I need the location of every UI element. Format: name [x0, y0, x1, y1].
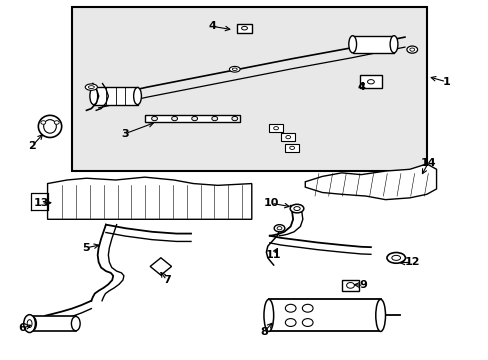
Circle shape — [211, 116, 217, 121]
Ellipse shape — [391, 255, 400, 260]
Bar — [341, 280, 359, 291]
Bar — [72, 7, 426, 171]
Ellipse shape — [285, 135, 290, 139]
Ellipse shape — [367, 80, 373, 84]
Ellipse shape — [24, 315, 35, 333]
Circle shape — [302, 304, 312, 312]
Circle shape — [285, 319, 295, 327]
Text: 2: 2 — [28, 141, 36, 151]
Ellipse shape — [232, 68, 237, 71]
Ellipse shape — [277, 226, 282, 230]
Circle shape — [191, 116, 197, 121]
Text: 10: 10 — [263, 198, 278, 208]
Circle shape — [231, 116, 237, 121]
Ellipse shape — [274, 225, 285, 232]
Ellipse shape — [375, 299, 385, 332]
Text: 4: 4 — [208, 21, 216, 31]
Circle shape — [151, 116, 157, 121]
Ellipse shape — [293, 207, 300, 211]
Text: 13: 13 — [34, 198, 49, 208]
Ellipse shape — [38, 115, 61, 138]
Ellipse shape — [273, 127, 278, 130]
Polygon shape — [47, 177, 251, 219]
Text: 7: 7 — [163, 275, 170, 285]
Ellipse shape — [28, 316, 36, 331]
Ellipse shape — [43, 120, 56, 133]
Text: 9: 9 — [359, 280, 367, 291]
Circle shape — [171, 116, 177, 121]
Text: 3: 3 — [122, 129, 129, 139]
Ellipse shape — [289, 146, 294, 149]
Ellipse shape — [289, 204, 303, 213]
Text: 4: 4 — [357, 82, 365, 92]
Ellipse shape — [389, 36, 397, 53]
Ellipse shape — [348, 36, 356, 53]
Bar — [237, 23, 251, 33]
Bar — [269, 124, 283, 132]
Ellipse shape — [409, 48, 414, 51]
Bar — [360, 75, 381, 88]
Circle shape — [285, 304, 295, 312]
Text: 12: 12 — [404, 257, 419, 267]
Ellipse shape — [27, 320, 32, 328]
Bar — [144, 114, 239, 122]
Ellipse shape — [406, 46, 417, 53]
Ellipse shape — [386, 252, 405, 263]
Text: 1: 1 — [442, 77, 449, 87]
Text: 5: 5 — [82, 243, 90, 253]
Circle shape — [302, 319, 312, 327]
Ellipse shape — [346, 283, 354, 288]
Circle shape — [54, 121, 59, 124]
Bar — [94, 87, 137, 105]
Bar — [285, 144, 298, 152]
Bar — [268, 299, 380, 332]
Ellipse shape — [264, 299, 273, 332]
Bar — [352, 36, 393, 53]
Ellipse shape — [229, 66, 240, 72]
Text: 6: 6 — [19, 323, 26, 333]
Text: 14: 14 — [420, 158, 435, 168]
Circle shape — [41, 121, 45, 124]
Ellipse shape — [90, 87, 98, 105]
Polygon shape — [150, 258, 171, 275]
Ellipse shape — [88, 86, 94, 89]
Bar — [281, 133, 294, 141]
Bar — [32, 316, 76, 331]
Ellipse shape — [241, 26, 247, 30]
Ellipse shape — [133, 87, 141, 105]
Ellipse shape — [71, 316, 80, 331]
Ellipse shape — [85, 84, 97, 90]
Polygon shape — [305, 164, 436, 200]
Text: 8: 8 — [260, 327, 267, 337]
Text: 11: 11 — [265, 250, 281, 260]
